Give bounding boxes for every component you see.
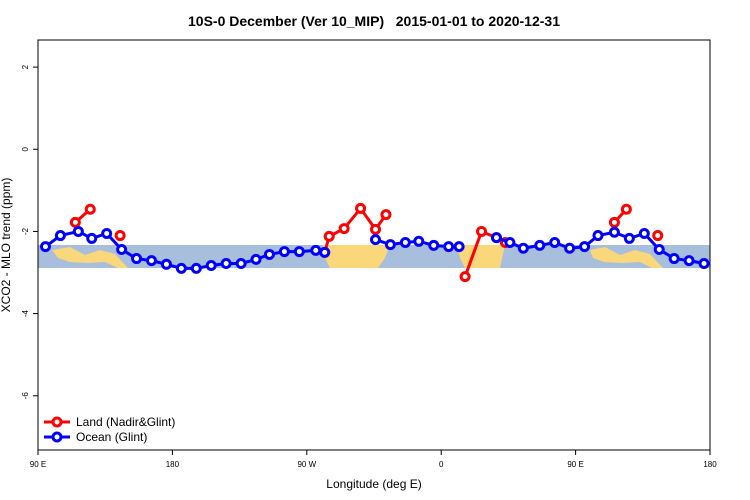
point bbox=[453, 241, 465, 253]
point bbox=[608, 216, 620, 228]
point bbox=[608, 226, 620, 238]
point bbox=[652, 230, 664, 242]
point bbox=[263, 248, 275, 260]
point bbox=[190, 262, 202, 274]
point bbox=[310, 244, 322, 256]
point bbox=[476, 225, 488, 237]
point bbox=[114, 230, 126, 242]
point bbox=[72, 225, 84, 237]
point bbox=[338, 223, 350, 235]
y-tick-label: -2 bbox=[21, 227, 30, 235]
point bbox=[564, 242, 576, 254]
point bbox=[355, 202, 367, 214]
point bbox=[517, 242, 529, 254]
point bbox=[39, 241, 51, 253]
point bbox=[668, 253, 680, 265]
x-tick-label: 0 bbox=[439, 460, 444, 469]
point bbox=[319, 246, 331, 258]
point bbox=[443, 241, 455, 253]
legend-label: Land (Nadir&Glint) bbox=[76, 415, 175, 429]
point bbox=[205, 260, 217, 272]
y-tick-label: 0 bbox=[21, 147, 30, 152]
point bbox=[638, 227, 650, 239]
legend-label: Ocean (Glint) bbox=[76, 430, 147, 444]
point bbox=[579, 241, 591, 253]
point bbox=[69, 216, 81, 228]
point bbox=[250, 253, 262, 265]
point bbox=[620, 203, 632, 215]
land-shape bbox=[52, 247, 128, 268]
x-tick-label: 90 W bbox=[297, 460, 316, 469]
point bbox=[459, 271, 471, 283]
point bbox=[369, 234, 381, 246]
x-tick-label: 90 E bbox=[567, 460, 583, 469]
point bbox=[369, 223, 381, 235]
point bbox=[653, 244, 665, 256]
point bbox=[175, 262, 187, 274]
x-axis-label: Longitude (deg E) bbox=[326, 477, 421, 491]
point bbox=[428, 239, 440, 251]
y-tick-label: -6 bbox=[21, 392, 30, 400]
point bbox=[54, 230, 66, 242]
point bbox=[504, 237, 516, 249]
legend-marker bbox=[51, 416, 63, 428]
point bbox=[592, 230, 604, 242]
point bbox=[698, 257, 710, 269]
point bbox=[683, 255, 695, 267]
point bbox=[549, 237, 561, 249]
chart-title: 10S-0 December (Ver 10_MIP) 2015-01-01 t… bbox=[188, 13, 560, 29]
point bbox=[623, 232, 635, 244]
point bbox=[278, 246, 290, 258]
y-tick-label: 2 bbox=[21, 64, 30, 69]
y-axis-label: XCO2 - MLO trend (ppm) bbox=[0, 178, 13, 313]
land-shape bbox=[323, 245, 390, 268]
point bbox=[160, 258, 172, 270]
point bbox=[323, 230, 335, 242]
point bbox=[84, 203, 96, 215]
point bbox=[384, 239, 396, 251]
y-tick-label: -4 bbox=[21, 310, 30, 318]
point bbox=[145, 255, 157, 267]
x-tick-label: 90 E bbox=[30, 460, 46, 469]
point bbox=[490, 232, 502, 244]
x-tick-label: 180 bbox=[166, 460, 180, 469]
point bbox=[413, 235, 425, 247]
point bbox=[101, 227, 113, 239]
point bbox=[380, 209, 392, 221]
point bbox=[116, 244, 128, 256]
land-shape bbox=[590, 247, 663, 268]
point bbox=[86, 232, 98, 244]
point bbox=[534, 239, 546, 251]
plot-frame bbox=[37, 39, 711, 451]
x-tick-label: 180 bbox=[703, 460, 717, 469]
point bbox=[293, 246, 305, 258]
point bbox=[131, 253, 143, 265]
point bbox=[220, 257, 232, 269]
legend-marker bbox=[51, 431, 63, 443]
point bbox=[399, 237, 411, 249]
point bbox=[235, 257, 247, 269]
